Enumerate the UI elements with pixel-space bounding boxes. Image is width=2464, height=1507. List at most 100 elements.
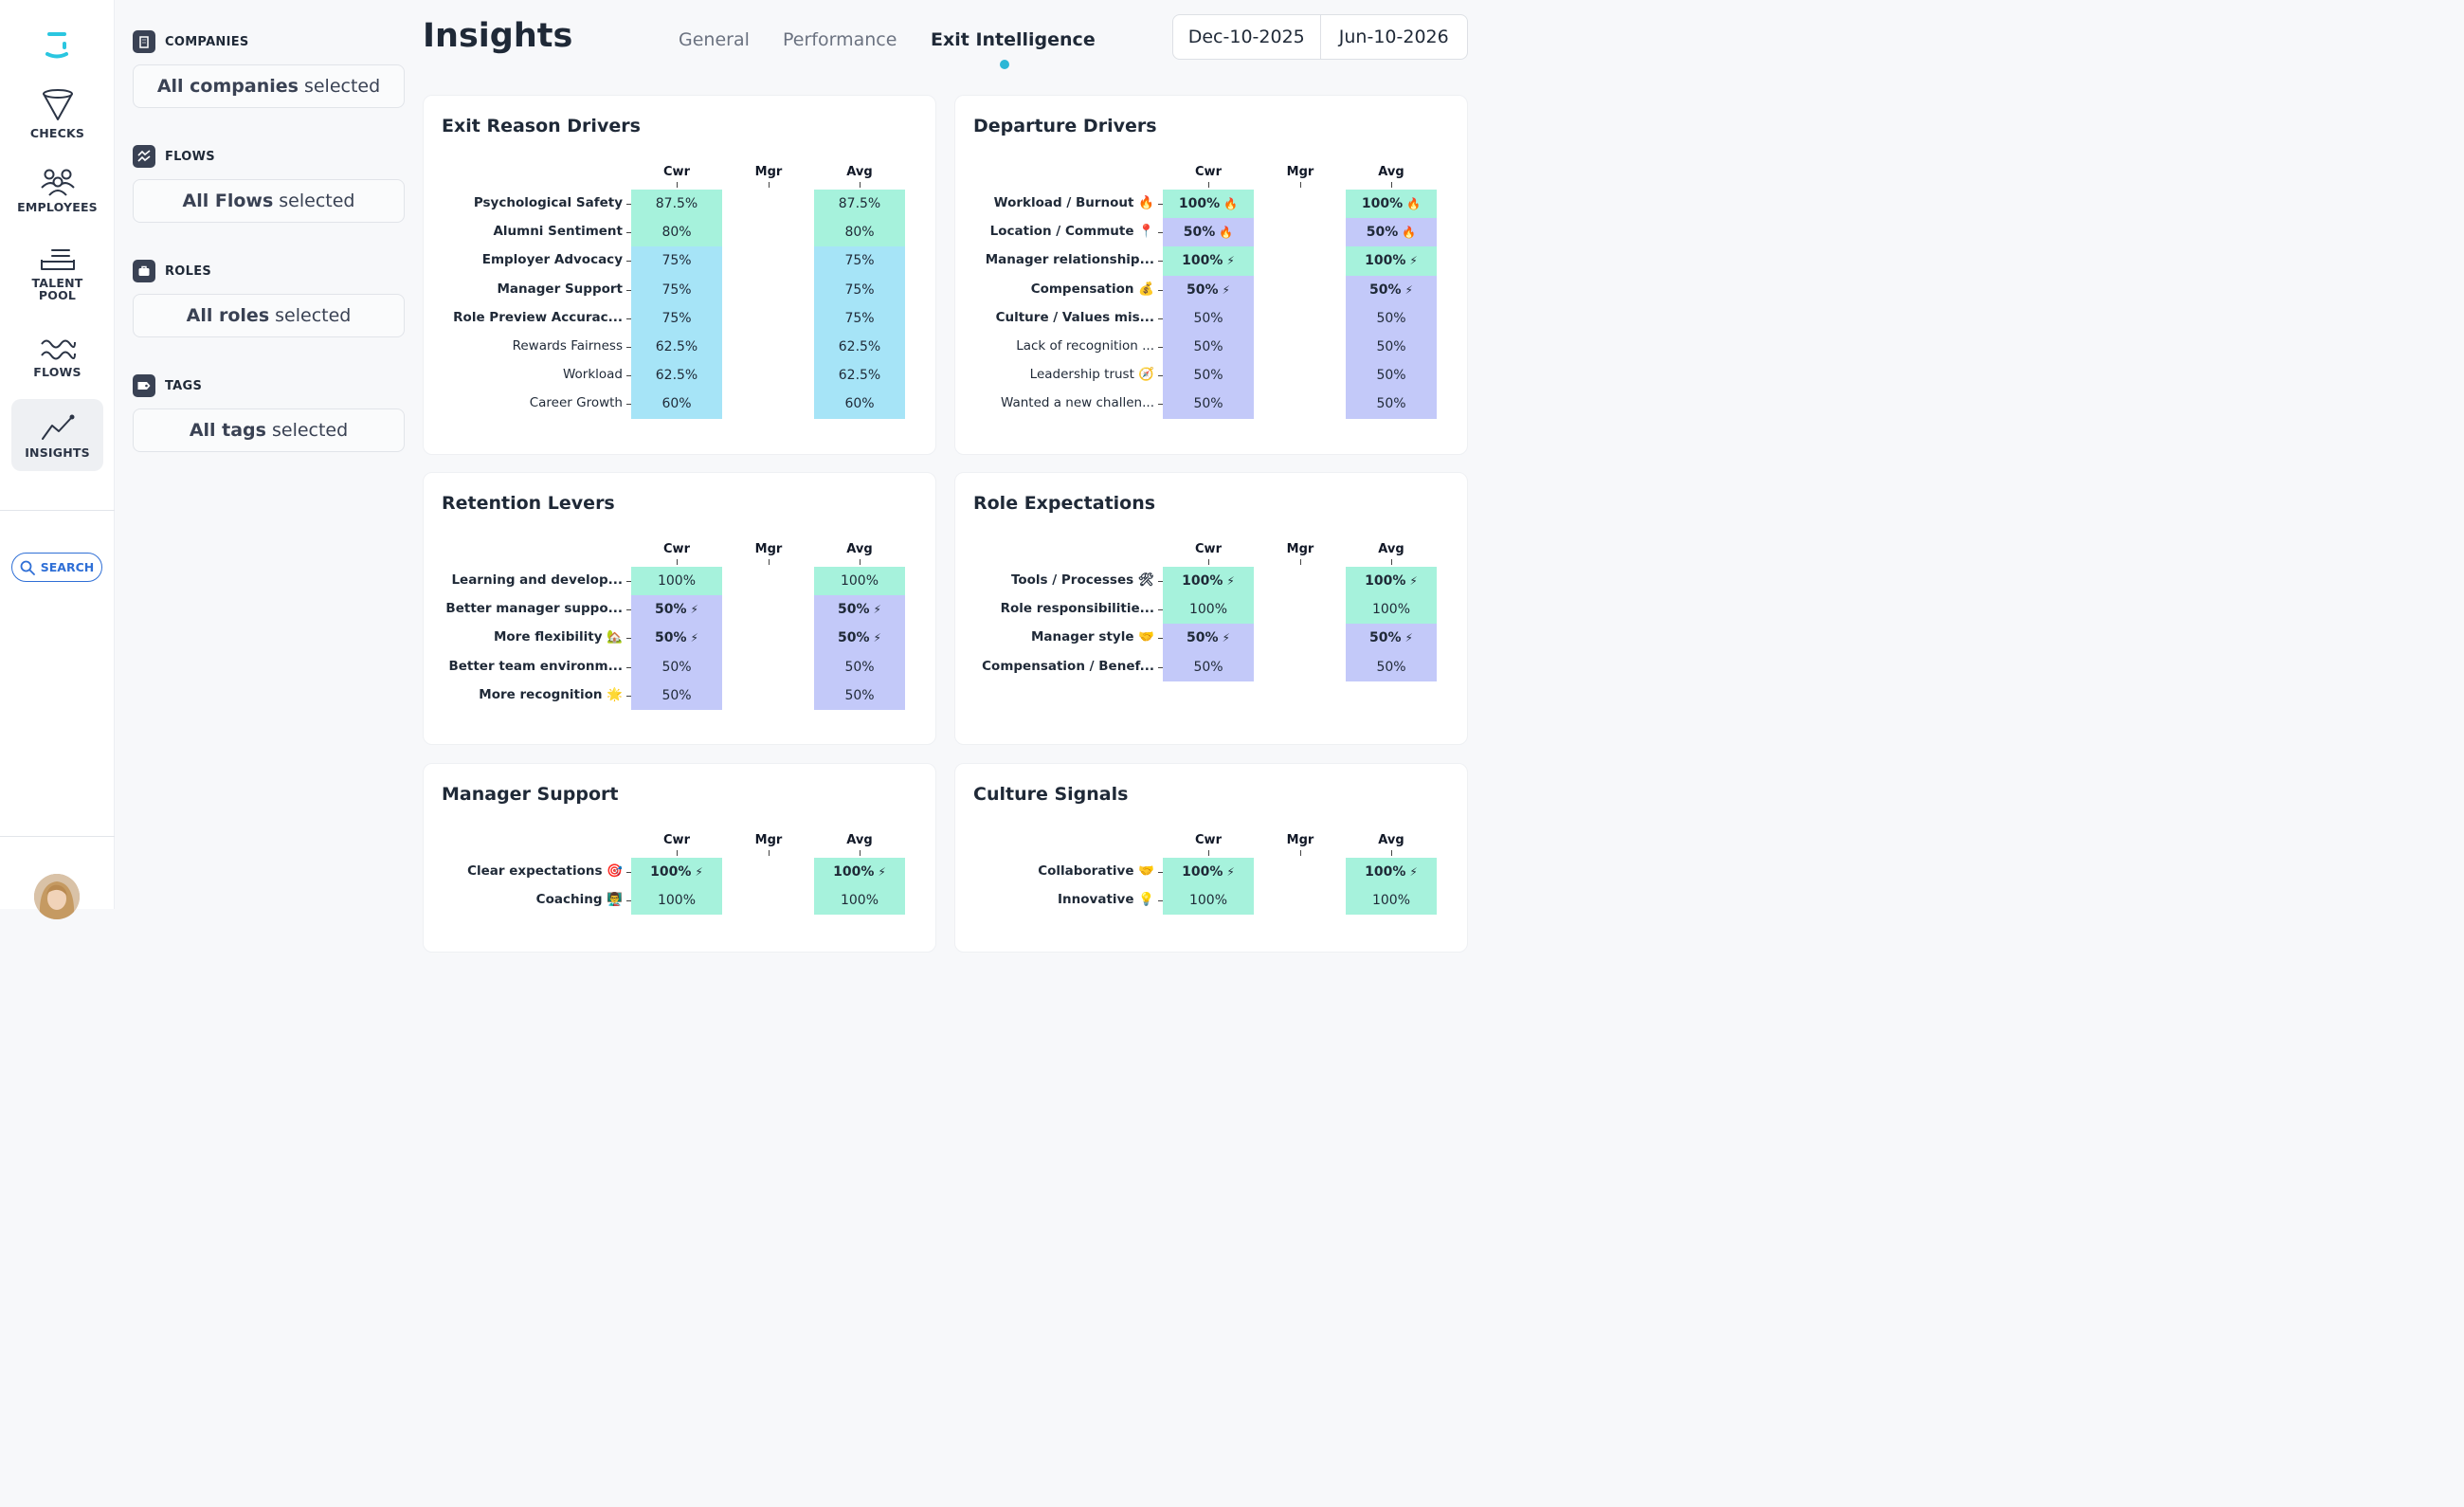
column-tick xyxy=(677,182,678,188)
cell-avg[interactable]: 50% xyxy=(1346,303,1437,333)
cell-cwr[interactable]: 50% xyxy=(1163,333,1254,362)
cell-avg[interactable]: 100% ⚡ xyxy=(1346,567,1437,596)
row-tick xyxy=(1158,232,1163,234)
search-button[interactable]: SEARCH xyxy=(11,553,102,582)
cell-avg[interactable]: 60% xyxy=(814,390,905,419)
date-from[interactable]: Dec-10-2025 xyxy=(1187,27,1305,47)
filter-companies-select[interactable]: All companies selected xyxy=(133,64,405,108)
waves-icon xyxy=(40,339,76,360)
filter-flows-select[interactable]: All Flows selected xyxy=(133,179,405,223)
cell-avg[interactable]: 100% xyxy=(814,886,905,916)
cell-cwr[interactable]: 50% xyxy=(1163,652,1254,681)
date-to[interactable]: Jun-10-2026 xyxy=(1319,15,1468,59)
cell-cwr[interactable]: 75% xyxy=(631,303,722,333)
cell-value: 50% xyxy=(661,687,692,703)
cell-cwr[interactable]: 100% xyxy=(631,567,722,596)
cell-avg[interactable]: 100% ⚡ xyxy=(1346,858,1437,887)
card-title: Exit Reason Drivers xyxy=(442,116,641,136)
card-title: Manager Support xyxy=(442,784,619,805)
cell-cwr[interactable]: 50% xyxy=(631,652,722,681)
row-label-wrap: Rewards Fairness xyxy=(424,338,623,355)
column-tick xyxy=(769,182,770,188)
cell-avg[interactable]: 100% 🔥 xyxy=(1346,190,1437,219)
cell-avg[interactable]: 100% xyxy=(1346,595,1437,625)
cell-avg[interactable]: 50% ⚡ xyxy=(814,595,905,625)
lightning-icon: ⚡ xyxy=(1404,282,1413,297)
cell-cwr[interactable]: 75% xyxy=(631,246,722,276)
cell-avg[interactable]: 50% xyxy=(814,681,905,710)
filter-tags-select[interactable]: All tags selected xyxy=(133,409,405,452)
cell-avg[interactable]: 75% xyxy=(814,303,905,333)
cell-avg[interactable]: 50% xyxy=(814,652,905,681)
cell-avg[interactable]: 50% xyxy=(1346,361,1437,390)
nav-flows[interactable]: FLOWS xyxy=(11,336,103,385)
filter-companies-suffix: selected xyxy=(303,76,381,97)
row-tick xyxy=(626,289,631,291)
cell-avg[interactable]: 62.5% xyxy=(814,333,905,362)
cell-cwr[interactable]: 100% xyxy=(1163,886,1254,916)
cell-avg[interactable]: 75% xyxy=(814,246,905,276)
user-avatar[interactable] xyxy=(34,874,80,919)
cell-cwr[interactable]: 100% 🔥 xyxy=(1163,190,1254,219)
nav-insights[interactable]: INSIGHTS xyxy=(11,399,103,471)
tab-general[interactable]: General xyxy=(679,29,750,50)
nav-talent-pool[interactable]: TALENT POOL xyxy=(11,246,103,309)
row-tick xyxy=(1158,289,1163,291)
cell-cwr[interactable]: 100% ⚡ xyxy=(1163,567,1254,596)
tab-performance[interactable]: Performance xyxy=(783,29,897,50)
cell-cwr[interactable]: 62.5% xyxy=(631,333,722,362)
cell-cwr[interactable]: 62.5% xyxy=(631,361,722,390)
cell-cwr[interactable]: 87.5% xyxy=(631,190,722,219)
cell-cwr[interactable]: 100% ⚡ xyxy=(1163,858,1254,887)
cell-avg[interactable]: 50% ⚡ xyxy=(1346,275,1437,304)
cell-value: 100% xyxy=(1365,864,1406,881)
row-tick xyxy=(626,666,631,668)
cell-cwr[interactable]: 50% xyxy=(1163,303,1254,333)
cell-cwr[interactable]: 50% 🔥 xyxy=(1163,218,1254,247)
app-logo[interactable] xyxy=(44,28,72,61)
column-tick xyxy=(1208,182,1209,188)
nav-employees[interactable]: EMPLOYEES xyxy=(11,167,103,222)
cell-cwr[interactable]: 100% xyxy=(631,886,722,916)
column-header-cwr: Cwr xyxy=(663,542,690,556)
cell-avg[interactable]: 100% xyxy=(1346,886,1437,916)
column-header-mgr: Mgr xyxy=(1286,542,1314,556)
row-label: Role responsibilitie... xyxy=(1000,601,1154,617)
cell-cwr[interactable]: 50% ⚡ xyxy=(1163,275,1254,304)
cell-avg[interactable]: 62.5% xyxy=(814,361,905,390)
cell-avg[interactable]: 80% xyxy=(814,218,905,247)
cell-avg[interactable]: 50% 🔥 xyxy=(1346,218,1437,247)
cell-cwr[interactable]: 50% ⚡ xyxy=(1163,624,1254,653)
cell-avg[interactable]: 50% ⚡ xyxy=(814,624,905,653)
cell-avg[interactable]: 50% xyxy=(1346,652,1437,681)
building-icon xyxy=(133,30,155,53)
cell-avg[interactable]: 100% xyxy=(814,567,905,596)
nav-checks[interactable]: CHECKS xyxy=(11,87,103,144)
cell-avg[interactable]: 50% xyxy=(1346,333,1437,362)
cell-cwr[interactable]: 100% ⚡ xyxy=(631,858,722,887)
nav-checks-label: CHECKS xyxy=(29,126,85,140)
people-icon xyxy=(40,169,75,196)
cell-avg[interactable]: 50% xyxy=(1346,390,1437,419)
tab-exit-intelligence[interactable]: Exit Intelligence xyxy=(931,29,1096,50)
cell-cwr[interactable]: 50% ⚡ xyxy=(631,595,722,625)
cell-cwr[interactable]: 100% ⚡ xyxy=(1163,246,1254,276)
cell-avg[interactable]: 87.5% xyxy=(814,190,905,219)
cell-cwr[interactable]: 50% xyxy=(1163,390,1254,419)
filter-roles-select[interactable]: All roles selected xyxy=(133,294,405,337)
cell-cwr[interactable]: 50% xyxy=(1163,361,1254,390)
cell-cwr[interactable]: 80% xyxy=(631,218,722,247)
cell-cwr[interactable]: 100% xyxy=(1163,595,1254,625)
cell-avg[interactable]: 75% xyxy=(814,275,905,304)
cell-cwr[interactable]: 50% xyxy=(631,681,722,710)
cell-avg[interactable]: 100% ⚡ xyxy=(1346,246,1437,276)
cell-cwr[interactable]: 50% ⚡ xyxy=(631,624,722,653)
search-icon xyxy=(20,560,35,575)
cell-cwr[interactable]: 60% xyxy=(631,390,722,419)
cell-cwr[interactable]: 75% xyxy=(631,275,722,304)
cell-avg[interactable]: 50% ⚡ xyxy=(1346,624,1437,653)
row-label: Psychological Safety xyxy=(473,195,623,210)
column-tick xyxy=(677,559,678,565)
cell-avg[interactable]: 100% ⚡ xyxy=(814,858,905,887)
cell-value: 50% xyxy=(1376,310,1406,326)
